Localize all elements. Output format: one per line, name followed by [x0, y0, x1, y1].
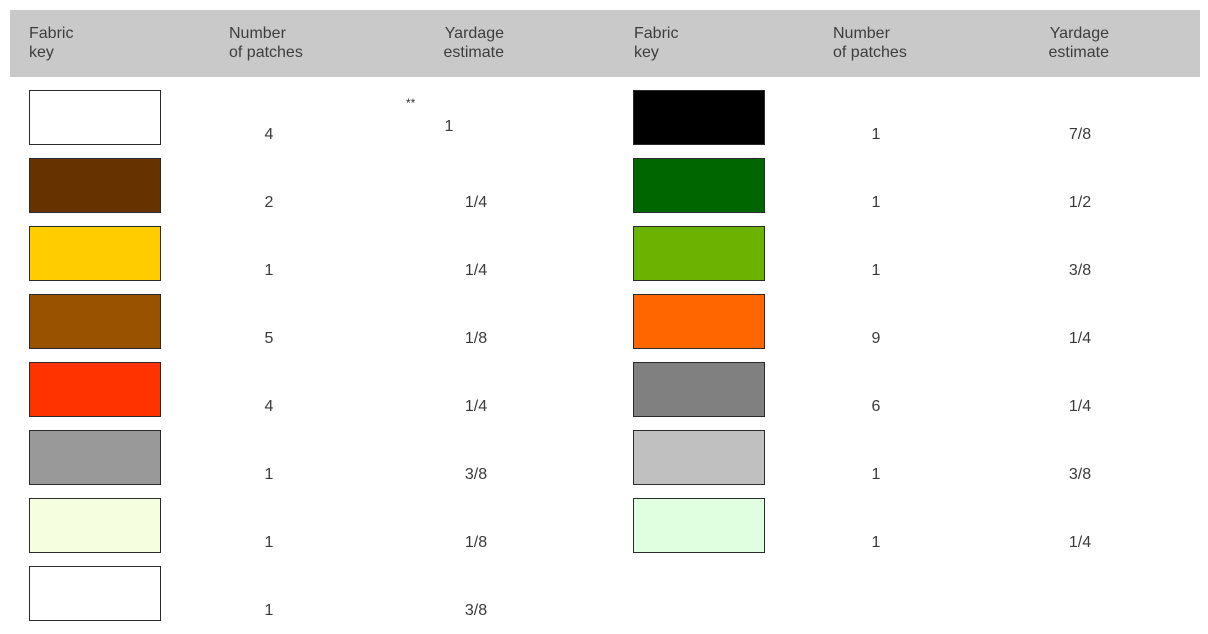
table-row: 1 1/8: [0, 498, 1208, 566]
header-number-of-patches-left: Number of patches: [229, 25, 303, 61]
fabric-swatch: [29, 90, 161, 145]
table-row: 1 1/4: [0, 498, 1208, 566]
patch-count: 2: [264, 194, 274, 211]
table-row: 5 1/8: [0, 294, 1208, 362]
table-row: 1 3/8: [0, 226, 1208, 294]
fabric-swatch: [633, 90, 765, 145]
yardage-estimate: 1/4: [464, 194, 488, 211]
fabric-swatch: [633, 158, 765, 213]
patch-count: 1: [871, 466, 881, 483]
table-row: 1 7/8: [0, 90, 1208, 158]
yardage-estimate: 3/8: [464, 602, 488, 619]
table-row: 2 1/4: [0, 158, 1208, 226]
fabric-swatch: [29, 294, 161, 349]
header-fabric-key-left: Fabric key: [29, 25, 74, 61]
yardage-estimate: 1/8: [464, 534, 488, 551]
header-fabric-key-right: Fabric key: [634, 25, 679, 61]
patch-count: 1: [871, 126, 881, 143]
patch-count: 1: [264, 466, 274, 483]
table-row: 4 1/4: [0, 362, 1208, 430]
table-row: 1 1/4: [0, 226, 1208, 294]
fabric-swatch: [29, 362, 161, 417]
fabric-swatch: [633, 226, 765, 281]
table-row: 1 3/8: [0, 430, 1208, 498]
yardage-estimate: 1/4: [1068, 398, 1092, 415]
yardage-estimate: 1/4: [464, 398, 488, 415]
yardage-estimate: 3/8: [1068, 466, 1092, 483]
table-row: 1 3/8: [0, 430, 1208, 498]
fabric-swatch: [633, 430, 765, 485]
patch-count: 1: [264, 262, 274, 279]
yardage-estimate: 1/2: [1068, 194, 1092, 211]
fabric-swatch: [29, 498, 161, 553]
fabric-swatch: [29, 566, 161, 621]
table-header: [10, 10, 1200, 77]
yardage-estimate: 1/4: [464, 262, 488, 279]
fabric-swatch: [29, 226, 161, 281]
yardage-estimate: 3/8: [1068, 262, 1092, 279]
patch-count: 4: [264, 126, 274, 143]
yardage-estimate: 1/8: [464, 330, 488, 347]
fabric-swatch: [29, 430, 161, 485]
yardage-estimate: 1: [444, 118, 454, 135]
header-yardage-estimate-left: Yardage estimate: [443, 25, 504, 61]
yardage-estimate: 3/8: [464, 466, 488, 483]
patch-count: 1: [264, 534, 274, 551]
patch-count: 1: [264, 602, 274, 619]
patch-count: 9: [871, 330, 881, 347]
table-row: 1 1/2: [0, 158, 1208, 226]
patch-count: 4: [264, 398, 274, 415]
patch-count: 1: [871, 262, 881, 279]
table-row: 9 1/4: [0, 294, 1208, 362]
yardage-estimate: 1/4: [1068, 330, 1092, 347]
fabric-swatch: [633, 294, 765, 349]
table-row: 1 3/8: [0, 566, 1208, 634]
patch-count: 1: [871, 534, 881, 551]
patch-count: 1: [871, 194, 881, 211]
patch-count: 5: [264, 330, 274, 347]
fabric-swatch: [633, 498, 765, 553]
note-mark: **: [406, 96, 416, 110]
table-row: 6 1/4: [0, 362, 1208, 430]
fabric-swatch: [633, 362, 765, 417]
yardage-estimate: 7/8: [1068, 126, 1092, 143]
header-number-of-patches-right: Number of patches: [833, 25, 907, 61]
header-yardage-estimate-right: Yardage estimate: [1048, 25, 1109, 61]
patch-count: 6: [871, 398, 881, 415]
fabric-swatch: [29, 158, 161, 213]
yardage-estimate: 1/4: [1068, 534, 1092, 551]
